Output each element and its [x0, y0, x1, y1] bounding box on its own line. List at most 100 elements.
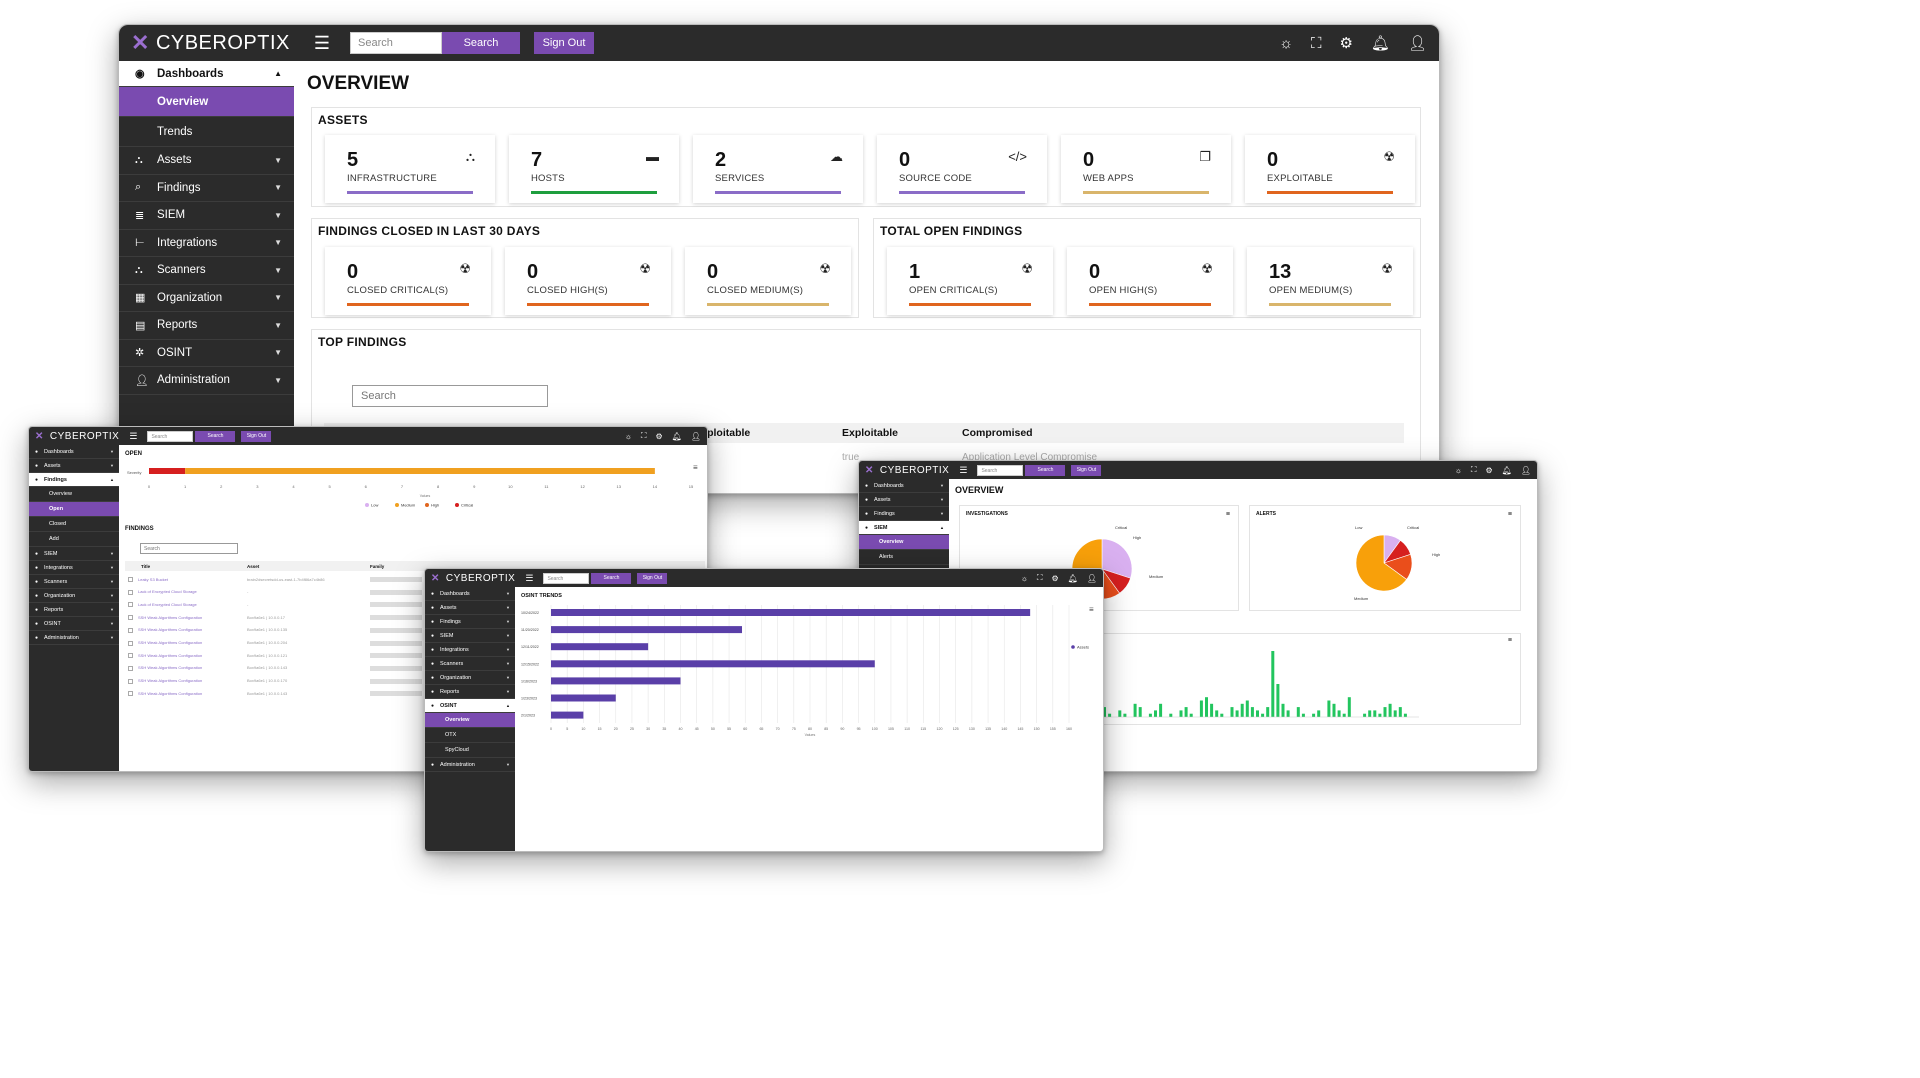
sidebar-item-overview[interactable]: Overview [425, 713, 515, 728]
sidebar-item-organization[interactable]: ● Organization ▼ [425, 671, 515, 685]
menu-icon[interactable]: ☰ [525, 572, 534, 583]
sidebar-item-assets[interactable]: ● Assets ▼ [859, 493, 949, 507]
sidebar-item-scanners[interactable]: ⛬ Scanners ▼ [119, 257, 294, 285]
fullscreen-icon[interactable]: ⛶ [640, 431, 647, 440]
sidebar-item-findings[interactable]: ⌕ Findings ▼ [119, 175, 294, 202]
sidebar-item-assets[interactable]: ● Assets ▼ [425, 601, 515, 615]
brightness-icon[interactable]: ☼ [624, 431, 632, 441]
sidebar-item-dashboards[interactable]: ● Dashboards ▼ [425, 587, 515, 601]
column-header[interactable]: Compromised [962, 427, 1033, 439]
menu-icon[interactable]: ☰ [313, 32, 330, 53]
sidebar-item-siem[interactable]: ● SIEM ▼ [29, 547, 119, 561]
row-checkbox[interactable] [128, 602, 133, 608]
signout-button[interactable]: Sign Out [637, 572, 668, 584]
finding-title[interactable]: SSH Weak Algorithms Configuration [138, 690, 203, 696]
sidebar-item-findings[interactable]: ● Findings ▼ [859, 507, 949, 521]
sidebar-item-open[interactable]: Open [29, 502, 119, 517]
stat-card[interactable]: 0 EXPLOITABLE ☢ [1245, 135, 1415, 203]
fullscreen-icon[interactable]: ⛶ [1310, 34, 1322, 52]
finding-title[interactable]: SSH Weak Algorithms Configuration [138, 678, 203, 684]
top-findings-search[interactable]: Search [352, 385, 548, 407]
chart-menu-icon[interactable]: ≡ [1089, 605, 1094, 614]
row-checkbox[interactable] [128, 589, 133, 595]
sidebar-item-findings[interactable]: ● Findings ▲ [29, 473, 119, 487]
fullscreen-icon[interactable]: ⛶ [1470, 465, 1477, 474]
search-input[interactable]: Search [977, 464, 1024, 476]
stat-card[interactable]: 0 CLOSED MEDIUM(S) ☢ [685, 247, 851, 315]
sidebar-item-overview[interactable]: Overview [29, 487, 119, 502]
sidebar-item-organization[interactable]: ● Organization ▼ [29, 589, 119, 603]
row-checkbox[interactable] [128, 577, 133, 582]
signout-button[interactable]: Sign Out [1071, 464, 1102, 476]
brightness-icon[interactable]: ☼ [1279, 34, 1293, 52]
finding-title[interactable]: SSH Weak Algorithms Configuration [138, 627, 203, 633]
search-button[interactable]: Search [442, 32, 520, 54]
finding-title[interactable]: SSH Weak Algorithms Configuration [138, 652, 203, 658]
sidebar-item-administration[interactable]: ● Administration ▼ [425, 758, 515, 772]
siem-brand-logo[interactable]: ✕ CYBEROPTIX [865, 465, 949, 476]
search-button[interactable]: Search [591, 572, 632, 584]
sidebar-item-integrations[interactable]: ● Integrations ▼ [29, 561, 119, 575]
sidebar-item-siem[interactable]: ● SIEM ▼ [425, 629, 515, 643]
findings-search[interactable]: Search [140, 543, 238, 554]
gear-icon[interactable]: ⚙ [655, 431, 663, 441]
brightness-icon[interactable]: ☼ [1020, 573, 1028, 583]
sidebar-item-dashboards[interactable]: ◉ Dashboards ▲ [119, 61, 294, 87]
stat-card[interactable]: 0 CLOSED CRITICAL(S) ☢ [325, 247, 491, 315]
sidebar-item-assets[interactable]: ⛬ Assets ▼ [119, 147, 294, 175]
gear-icon[interactable]: ⚙ [1051, 573, 1059, 583]
gear-icon[interactable]: ⚙ [1485, 465, 1493, 475]
signout-button[interactable]: Sign Out [534, 32, 594, 54]
finding-title[interactable]: SSH Weak Algorithms Configuration [138, 614, 203, 620]
row-checkbox[interactable] [128, 653, 133, 659]
stat-card[interactable]: 13 OPEN MEDIUM(S) ☢ [1247, 247, 1413, 315]
sidebar-item-scanners[interactable]: ● Scanners ▼ [29, 575, 119, 589]
column-header[interactable]: Exploitable [842, 427, 899, 439]
search-input[interactable]: Search [147, 430, 194, 442]
user-icon[interactable]: 👤︎ [1086, 573, 1097, 583]
row-checkbox[interactable] [128, 665, 133, 671]
sidebar-item-spycloud[interactable]: SpyCloud [425, 743, 515, 758]
bell-icon[interactable]: 🔔︎ [1370, 35, 1390, 52]
findings-brand-logo[interactable]: ✕ CYBEROPTIX [35, 431, 119, 442]
row-checkbox[interactable] [128, 678, 133, 684]
sidebar-item-overview[interactable]: Overview [119, 87, 294, 117]
user-icon[interactable]: 👤︎ [690, 431, 701, 441]
stat-card[interactable]: 2 SERVICES ☁ [693, 135, 863, 203]
search-input[interactable]: Search [350, 32, 442, 54]
sidebar-item-osint[interactable]: ● OSINT ▼ [29, 617, 119, 631]
finding-title[interactable]: Lack of Encrypted Cloud Storage [138, 601, 197, 607]
row-checkbox[interactable] [128, 615, 133, 621]
brightness-icon[interactable]: ☼ [1454, 465, 1462, 475]
sidebar-item-dashboards[interactable]: ● Dashboards ▼ [859, 479, 949, 493]
stat-card[interactable]: 1 OPEN CRITICAL(S) ☢ [887, 247, 1053, 315]
sidebar-item-assets[interactable]: ● Assets ▼ [29, 459, 119, 473]
column-header[interactable]: Asset [247, 564, 260, 569]
menu-icon[interactable]: ☰ [959, 464, 968, 475]
finding-title[interactable]: Leaky S3 Bucket [138, 576, 169, 582]
column-header[interactable]: Title [141, 564, 151, 569]
brand-logo[interactable]: ✕ CYBEROPTIX [131, 30, 290, 56]
finding-title[interactable]: SSH Weak Algorithms Configuration [138, 640, 203, 645]
row-checkbox[interactable] [128, 627, 133, 633]
chart-menu-icon[interactable]: ≡ [693, 463, 698, 472]
user-icon[interactable]: 👤︎ [1520, 465, 1531, 475]
sidebar-item-add[interactable]: Add [29, 532, 119, 547]
sidebar-item-reports[interactable]: ● Reports ▼ [29, 603, 119, 617]
stat-card[interactable]: 0 WEB APPS ❐ [1061, 135, 1231, 203]
sidebar-item-otx[interactable]: OTX [425, 728, 515, 743]
stat-card[interactable]: 0 CLOSED HIGH(S) ☢ [505, 247, 671, 315]
sidebar-item-administration[interactable]: ● Administration ▼ [29, 631, 119, 645]
sidebar-item-scanners[interactable]: ● Scanners ▼ [425, 657, 515, 671]
osint-brand-logo[interactable]: ✕ CYBEROPTIX [431, 573, 515, 584]
fullscreen-icon[interactable]: ⛶ [1036, 573, 1043, 582]
sidebar-item-osint[interactable]: ● OSINT ▲ [425, 699, 515, 713]
bell-icon[interactable]: 🔔︎ [671, 431, 682, 441]
signout-button[interactable]: Sign Out [241, 430, 272, 442]
sidebar-item-reports[interactable]: ● Reports ▼ [425, 685, 515, 699]
sidebar-item-siem[interactable]: ≣ SIEM ▼ [119, 202, 294, 230]
gear-icon[interactable]: ⚙ [1339, 35, 1353, 52]
sidebar-item-organization[interactable]: ▦ Organization ▼ [119, 285, 294, 312]
user-icon[interactable]: 👤︎ [1407, 35, 1427, 52]
stat-card[interactable]: 5 INFRASTRUCTURE ⛬ [325, 135, 495, 203]
